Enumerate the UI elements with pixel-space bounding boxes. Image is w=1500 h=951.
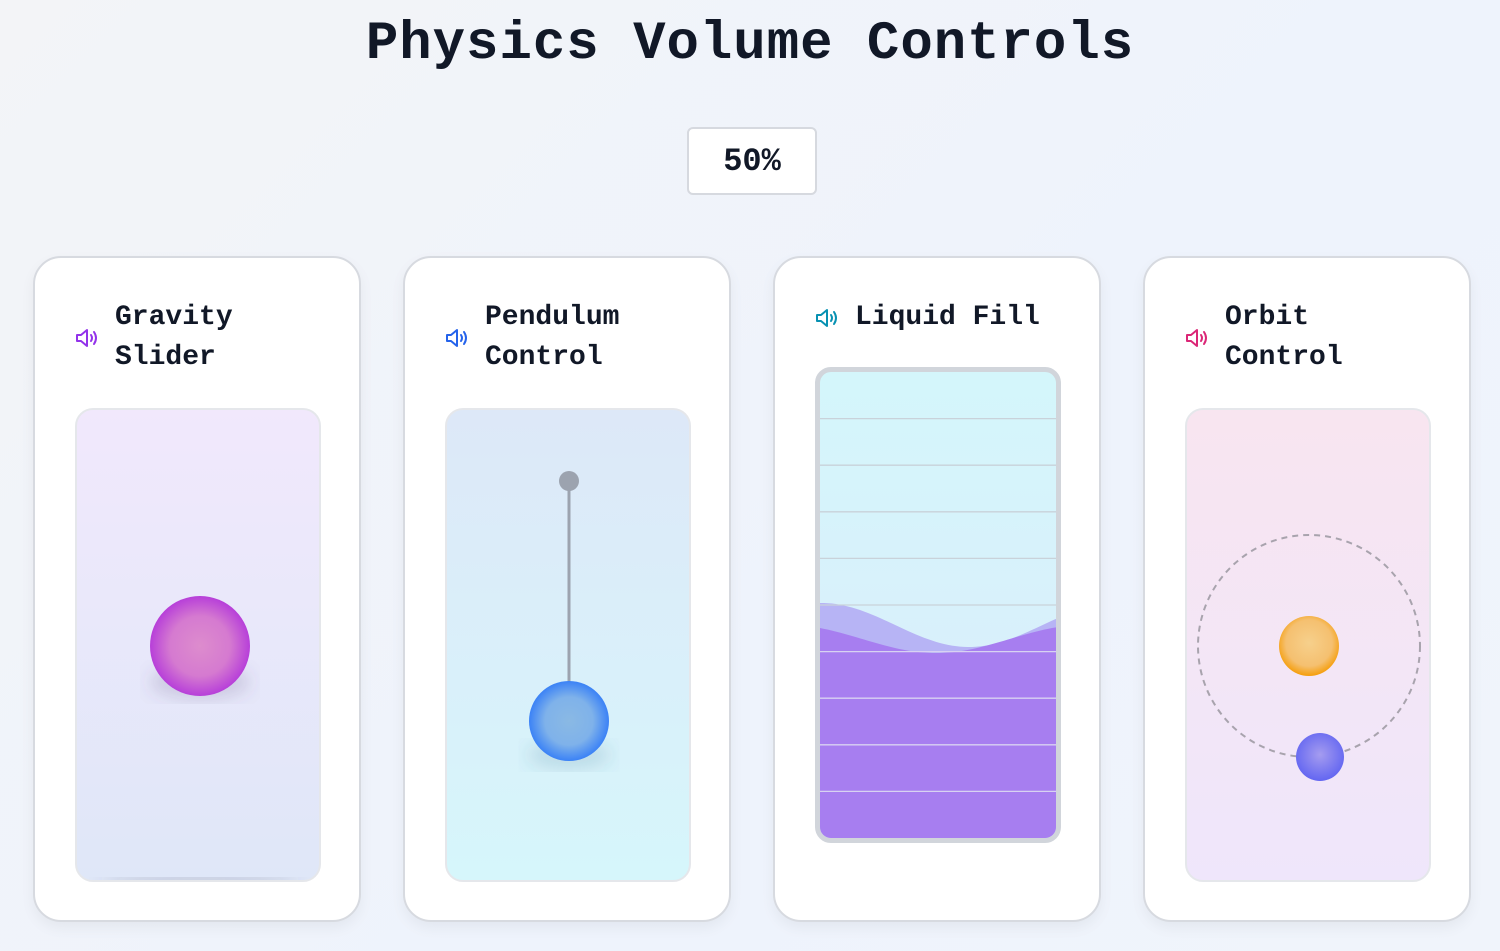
liquid-fill-card: Liquid Fill [773,256,1101,922]
pendulum-bob-handle[interactable] [529,681,609,761]
gravity-slider-track[interactable] [75,408,321,882]
card-label: Liquid Fill [855,302,1040,333]
speaker-icon [1186,329,1207,347]
volume-readout: 50% [687,127,817,195]
gravity-slider-card: Gravity Slider [33,256,361,922]
card-label: Orbit Control [1225,302,1343,373]
orbit-control-card: Orbit Control [1143,256,1471,922]
orbit-area [1185,408,1431,882]
floor-shadow [105,878,295,880]
pendulum-pivot [559,471,579,491]
liquid-fill [820,627,1056,838]
sun [1279,616,1339,676]
orbit-path [1197,534,1421,758]
liquid-container[interactable] [815,367,1061,843]
card-label: Pendulum Control [485,302,620,373]
speaker-icon [76,329,97,347]
pendulum-area [445,408,691,882]
card-label: Gravity Slider [115,302,233,373]
pendulum-control-card: Pendulum Control [403,256,731,922]
speaker-icon [446,329,467,347]
orbit-planet-handle[interactable] [1296,733,1344,781]
speaker-icon [816,309,837,327]
page-title: Physics Volume Controls [365,14,1135,75]
gravity-ball-handle[interactable] [150,596,250,696]
